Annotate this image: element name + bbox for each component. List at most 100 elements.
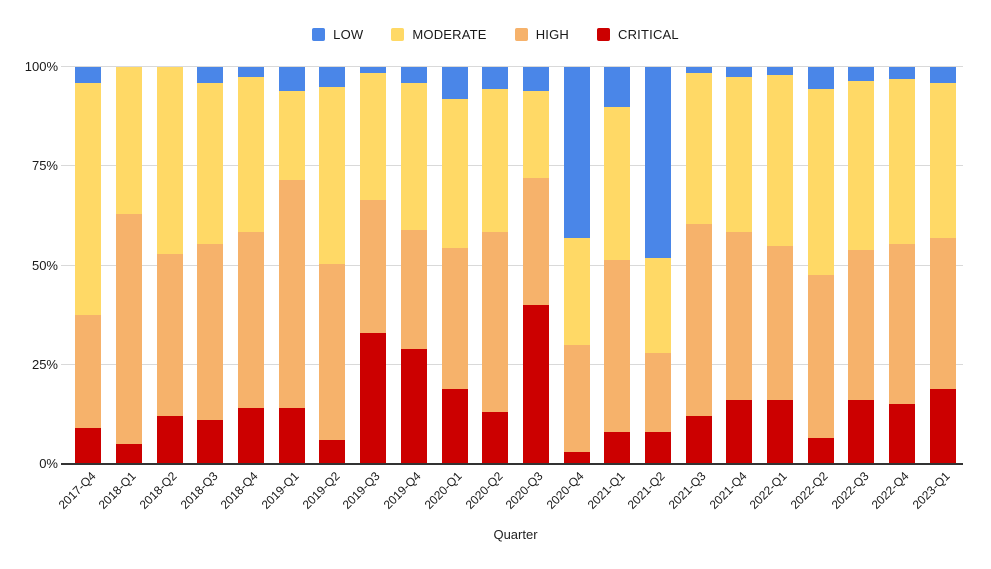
y-tick-label: 25% — [31, 356, 58, 372]
x-tick-label: 2021-Q2 — [624, 469, 668, 512]
bar-segment-moderate — [156, 67, 183, 254]
bar-column-2018-Q1: 2018-Q1 — [96, 67, 150, 512]
bar-segment-critical — [889, 404, 916, 464]
bar-segment-high — [889, 243, 916, 405]
bar-segment-high — [685, 223, 712, 417]
x-tick-label: 2023-Q1 — [909, 469, 953, 512]
plot-area: 2017-Q4 2018-Q1 2018-Q2 2018-Q3 2018-Q4 2019-… — [55, 66, 963, 512]
bar-segment-critical — [767, 400, 794, 464]
x-tick-label: 2019-Q2 — [299, 469, 343, 512]
y-tick-label: 0% — [39, 456, 58, 471]
bar-column-2018-Q3: 2018-Q3 — [177, 67, 231, 512]
bar-segment-moderate — [441, 98, 468, 248]
x-tick-label: 2018-Q3 — [177, 469, 221, 512]
stacked-bar — [522, 67, 549, 464]
bar-segment-low — [929, 67, 956, 83]
bar-column-2020-Q1: 2020-Q1 — [422, 67, 475, 512]
bar-segment-critical — [278, 408, 305, 464]
stacked-bar — [929, 67, 956, 464]
gridline-50 — [61, 264, 963, 266]
bar-column-2017-Q4: 2017-Q4 — [55, 67, 109, 512]
stacked-bar — [156, 67, 183, 464]
bar-segment-critical — [116, 444, 143, 464]
bar-segment-moderate — [848, 80, 875, 250]
stacked-bar — [319, 67, 346, 464]
bar-segment-moderate — [726, 76, 753, 232]
y-tick-label: 75% — [31, 158, 58, 174]
x-tick-label: 2022-Q4 — [869, 469, 912, 512]
bar-segment-high — [482, 231, 509, 413]
bar-segment-critical — [685, 416, 712, 464]
x-axis-title: Quarter — [493, 527, 538, 542]
bar-segment-high — [75, 315, 102, 429]
bar-segment-moderate — [685, 72, 712, 224]
gridline-100 — [61, 66, 963, 67]
bar-segment-low — [319, 67, 346, 87]
bar-segment-moderate — [929, 82, 956, 238]
x-tick-label: 2021-Q3 — [665, 469, 709, 512]
bar-column-2021-Q3: 2021-Q3 — [666, 67, 719, 512]
bar-segment-high — [278, 180, 305, 409]
bar-segment-low — [360, 67, 387, 73]
x-tick-label: 2018-Q2 — [136, 469, 180, 512]
bar-column-2021-Q1: 2021-Q1 — [584, 67, 638, 512]
bar-column-2022-Q1: 2022-Q1 — [747, 67, 801, 512]
bar-column-2023-Q1: 2023-Q1 — [910, 67, 963, 512]
x-tick-label: 2021-Q1 — [584, 469, 628, 512]
bar-segment-low — [238, 67, 265, 77]
bar-segment-moderate — [116, 67, 143, 214]
x-tick-label: 2019-Q3 — [340, 469, 384, 512]
bar-segment-high — [441, 247, 468, 389]
bar-segment-high — [767, 245, 794, 401]
bar-segment-critical — [929, 388, 956, 464]
bar-column-2019-Q2: 2019-Q2 — [299, 67, 353, 512]
legend-label: CRITICAL — [618, 26, 679, 42]
bar-segment-moderate — [197, 82, 224, 244]
bar-segment-high — [116, 213, 143, 445]
x-tick-label: 2017-Q4 — [55, 469, 99, 512]
bar-column-2022-Q4: 2022-Q4 — [869, 67, 923, 512]
x-tick-label: 2019-Q1 — [258, 469, 302, 512]
stacked-bar — [767, 67, 794, 464]
bar-segment-critical — [441, 388, 468, 464]
bar-segment-critical — [522, 305, 549, 464]
bar-segment-critical — [360, 333, 387, 464]
bar-segment-moderate — [889, 78, 916, 244]
stacked-bar — [278, 67, 305, 464]
bar-segment-critical — [75, 428, 102, 464]
bar-segment-critical — [807, 438, 834, 464]
bar-segment-critical — [400, 348, 427, 464]
legend-swatch-moderate — [391, 27, 405, 41]
bar-segment-low — [441, 67, 468, 99]
bar-segment-critical — [726, 400, 753, 464]
bar-segment-high — [807, 275, 834, 439]
bar-segment-high — [604, 259, 631, 433]
bar-segment-critical — [238, 408, 265, 464]
stacked-bar — [604, 67, 631, 464]
legend-label: MODERATE — [412, 26, 487, 42]
bar-segment-moderate — [75, 82, 102, 316]
bar-segment-critical — [156, 416, 183, 464]
bar-column-2018-Q4: 2018-Q4 — [218, 67, 272, 512]
bar-column-2022-Q2: 2022-Q2 — [788, 67, 841, 512]
bar-segment-low — [644, 67, 671, 258]
bar-column-2019-Q3: 2019-Q3 — [340, 67, 394, 512]
bar-segment-critical — [197, 420, 224, 464]
stacked-bar — [441, 67, 468, 464]
bar-segment-low — [889, 67, 916, 79]
bar-segment-moderate — [767, 74, 794, 246]
legend-swatch-high — [514, 27, 528, 41]
x-tick-label: 2022-Q2 — [787, 469, 831, 512]
legend-label: LOW — [333, 26, 364, 42]
bar-column-2022-Q3: 2022-Q3 — [828, 67, 882, 512]
y-axis: 0% 25% 50% 75% 100% — [0, 59, 58, 471]
bar-segment-critical — [644, 432, 671, 464]
bar-segment-low — [522, 67, 549, 91]
bar-segment-high — [644, 352, 671, 433]
bar-segment-high — [563, 344, 590, 453]
bar-segment-low — [807, 67, 834, 89]
bar-segment-low — [604, 67, 631, 107]
bar-segment-moderate — [400, 82, 427, 230]
bar-segment-low — [685, 67, 712, 73]
